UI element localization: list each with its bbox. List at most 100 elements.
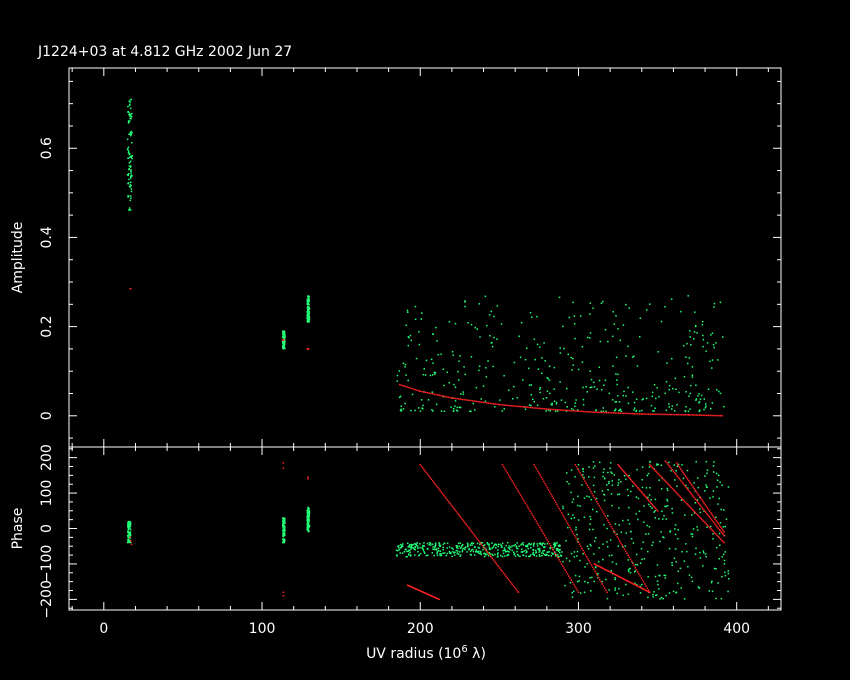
data-point: [695, 547, 697, 550]
model-point: [597, 576, 600, 579]
data-point: [586, 545, 589, 548]
model-point: [708, 510, 711, 512]
model-point: [419, 463, 422, 466]
data-point: [698, 393, 700, 395]
data-point: [529, 543, 532, 546]
data-point: [617, 484, 619, 486]
model-point: [630, 412, 632, 415]
model-point: [470, 530, 472, 532]
model-point: [706, 512, 708, 515]
model-point: [492, 403, 495, 405]
data-point: [623, 475, 626, 477]
data-point: [712, 465, 715, 467]
data-point: [686, 469, 689, 472]
model-point: [637, 585, 640, 588]
data-point: [622, 594, 624, 597]
data-point: [614, 577, 616, 579]
data-point: [617, 373, 619, 376]
data-point: [683, 598, 686, 600]
data-point: [715, 472, 718, 475]
model-point: [631, 582, 634, 585]
data-point: [565, 557, 568, 560]
data-point: [487, 360, 489, 362]
model-point: [578, 543, 581, 545]
data-point: [418, 331, 420, 333]
data-point: [556, 553, 559, 556]
model-point: [516, 488, 518, 490]
data-point: [568, 560, 571, 562]
data-point: [656, 386, 658, 389]
data-point: [532, 549, 534, 551]
data-point: [496, 338, 498, 340]
data-point: [558, 551, 561, 554]
data-point: [128, 133, 130, 136]
data-point: [656, 594, 658, 596]
data-point: [127, 522, 129, 525]
model-point: [541, 478, 544, 481]
data-point: [308, 303, 310, 306]
model-point: [645, 585, 647, 587]
model-point: [535, 468, 538, 470]
data-point: [506, 541, 509, 544]
data-point: [614, 578, 616, 581]
data-point: [395, 549, 398, 552]
model-point: [700, 518, 703, 520]
data-point: [705, 555, 707, 558]
data-point: [558, 545, 560, 547]
model-point: [649, 413, 652, 415]
data-point: [723, 559, 726, 562]
model-point: [575, 410, 578, 412]
data-point: [529, 555, 531, 558]
data-point: [589, 577, 591, 579]
data-point: [544, 360, 546, 362]
model-point: [659, 475, 662, 477]
data-point: [619, 409, 621, 411]
data-point: [551, 402, 553, 405]
data-point: [636, 583, 638, 586]
data-point: [490, 310, 492, 313]
data-point: [496, 553, 499, 556]
data-point: [460, 393, 462, 395]
model-point: [607, 570, 609, 572]
data-point: [661, 510, 663, 513]
data-point: [281, 340, 284, 343]
data-point: [404, 366, 406, 368]
data-point: [572, 364, 575, 366]
data-point: [129, 540, 132, 543]
model-point: [543, 408, 546, 410]
model-point: [129, 287, 132, 290]
model-point: [554, 501, 557, 504]
data-point: [487, 543, 490, 545]
data-point: [693, 482, 695, 484]
model-point: [582, 410, 585, 413]
data-point: [668, 461, 670, 464]
model-point: [688, 414, 690, 416]
data-point: [694, 553, 697, 555]
data-point: [307, 523, 310, 525]
data-point: [283, 342, 285, 345]
data-point: [306, 311, 308, 313]
data-point: [625, 532, 627, 534]
data-point: [616, 379, 618, 381]
model-point: [463, 398, 465, 401]
data-point: [464, 305, 466, 308]
data-point: [647, 496, 649, 499]
data-point: [129, 534, 132, 537]
y-axis-label: Phase: [10, 508, 26, 550]
data-point: [505, 550, 507, 553]
model-point: [633, 583, 635, 585]
data-point: [547, 409, 550, 411]
model-point: [482, 546, 485, 548]
model-point: [553, 408, 555, 411]
model-point: [609, 571, 611, 573]
data-point: [307, 295, 309, 297]
data-point: [537, 368, 540, 370]
model-point: [717, 527, 720, 530]
data-point: [592, 484, 595, 487]
data-point: [425, 359, 428, 362]
data-point: [416, 547, 419, 549]
data-point: [127, 196, 129, 198]
data-point: [283, 331, 285, 334]
data-point: [458, 379, 460, 381]
model-point: [611, 527, 614, 530]
